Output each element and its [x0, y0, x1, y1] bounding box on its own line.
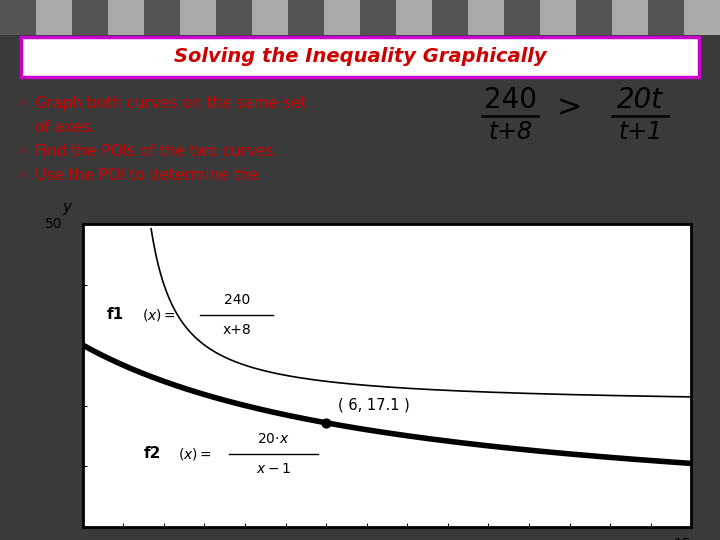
FancyBboxPatch shape — [22, 37, 698, 77]
Text: $x-1$: $x-1$ — [256, 462, 291, 476]
Text: t+1: t+1 — [618, 120, 662, 144]
Text: >: > — [557, 94, 582, 123]
Bar — [432, 0, 468, 35]
Bar — [360, 0, 396, 35]
Text: 15: 15 — [674, 537, 691, 540]
Text: $20{\cdot}x$: $20{\cdot}x$ — [257, 432, 289, 446]
Text: ◦: ◦ — [18, 96, 27, 111]
Text: x: x — [703, 537, 712, 540]
Text: t+8: t+8 — [488, 120, 532, 144]
Bar — [72, 0, 108, 35]
Text: ◦: ◦ — [18, 168, 27, 183]
Text: 0: 0 — [62, 538, 71, 540]
Bar — [36, 0, 72, 35]
Bar — [504, 0, 540, 35]
Text: f1: f1 — [107, 307, 125, 322]
Bar — [288, 0, 324, 35]
Bar — [252, 0, 288, 35]
Text: Graph both curves on the same set: Graph both curves on the same set — [35, 96, 307, 111]
Bar — [468, 0, 504, 35]
Text: Find the POIs of the two curves.: Find the POIs of the two curves. — [35, 144, 278, 159]
Bar — [324, 0, 360, 35]
Text: 50: 50 — [45, 217, 63, 231]
Text: of axes.: of axes. — [35, 120, 95, 136]
Bar — [144, 0, 180, 35]
Text: 20t: 20t — [617, 86, 663, 114]
Bar — [180, 0, 216, 35]
Bar — [540, 0, 576, 35]
Bar — [684, 0, 720, 35]
Text: x+8: x+8 — [222, 323, 251, 337]
Bar — [648, 0, 684, 35]
Bar — [0, 0, 36, 35]
Text: y: y — [62, 200, 71, 215]
Text: Solving the Inequality Graphically: Solving the Inequality Graphically — [174, 47, 546, 66]
Text: f2: f2 — [143, 447, 161, 461]
Bar — [216, 0, 252, 35]
Text: $(x)=$: $(x)=$ — [178, 446, 212, 462]
Bar — [612, 0, 648, 35]
Text: $(x)=$: $(x)=$ — [142, 307, 176, 323]
Text: 240: 240 — [484, 86, 536, 114]
Text: ( 6, 17.1 ): ( 6, 17.1 ) — [338, 397, 410, 412]
Text: 240: 240 — [224, 293, 250, 307]
Point — [320, 418, 332, 427]
Bar — [576, 0, 612, 35]
Bar — [108, 0, 144, 35]
Bar — [396, 0, 432, 35]
Text: ◦: ◦ — [18, 144, 27, 159]
Text: Use the POI to determine the: Use the POI to determine the — [35, 168, 258, 183]
